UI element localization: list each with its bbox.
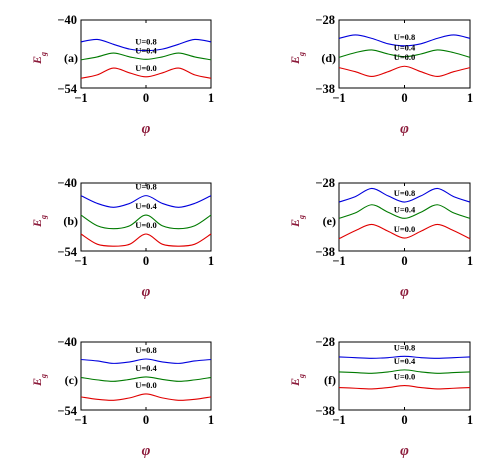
y-tick-label: −40 bbox=[57, 13, 77, 27]
panel-label: (b) bbox=[63, 214, 78, 228]
series-label: U=0.8 bbox=[135, 37, 157, 47]
x-tick-label: 0 bbox=[143, 413, 149, 427]
y-axis-label: Eg bbox=[30, 215, 48, 228]
series-label: U=0.4 bbox=[394, 43, 416, 53]
series-line bbox=[338, 369, 471, 374]
x-tick-label: 1 bbox=[208, 254, 214, 268]
x-tick-label: 0 bbox=[401, 254, 407, 268]
y-tick-label: −40 bbox=[57, 335, 77, 349]
series-line bbox=[80, 358, 212, 364]
y-tick-label: −54 bbox=[57, 404, 77, 418]
x-tick-label: −1 bbox=[332, 91, 345, 105]
chart-panel: −1 0 1 −28 −38 Eg φ (e) U=0.8 U=0.4 U=0.0 bbox=[288, 176, 473, 300]
chart-panel: −1 0 1 −40 −54 Eg φ (b) U=0.8 U=0.4 U=0.0 bbox=[30, 176, 214, 300]
y-tick-label: −28 bbox=[315, 335, 335, 349]
series-label: U=0.8 bbox=[394, 188, 416, 198]
panel-label: (c) bbox=[65, 373, 78, 387]
x-axis-label: φ bbox=[142, 284, 151, 300]
y-tick-label: −28 bbox=[315, 13, 335, 27]
x-tick-label: 1 bbox=[467, 254, 473, 268]
series-line bbox=[338, 34, 471, 47]
y-tick-label: −38 bbox=[315, 245, 335, 259]
chart-panel: −1 0 1 −40 −54 Eg φ (c) U=0.8 U=0.4 U=0.0 bbox=[30, 335, 214, 459]
x-tick-label: 1 bbox=[208, 91, 214, 105]
y-axis-label: Eg bbox=[288, 52, 306, 65]
x-axis-label: φ bbox=[142, 121, 151, 137]
y-tick-label: −54 bbox=[57, 245, 77, 259]
x-axis-label: φ bbox=[400, 443, 409, 459]
series-line bbox=[338, 384, 471, 390]
x-axis-label: φ bbox=[400, 121, 409, 137]
panel-label: (f) bbox=[324, 373, 336, 387]
y-axis-label: Eg bbox=[30, 374, 48, 387]
x-tick-label: −1 bbox=[74, 413, 87, 427]
chart-panel: −1 0 1 −40 −54 Eg φ (a) U=0.8U=0.4 U=0.0 bbox=[30, 13, 214, 137]
series-line bbox=[338, 65, 471, 77]
series-line bbox=[80, 67, 212, 79]
y-tick-label: −38 bbox=[315, 82, 335, 96]
series-label: U=0.0 bbox=[135, 220, 157, 230]
series-label: U=0.8 bbox=[394, 342, 416, 352]
x-tick-label: 1 bbox=[467, 413, 473, 427]
x-tick-label: 0 bbox=[143, 91, 149, 105]
series-line bbox=[338, 223, 471, 240]
x-axis-label: φ bbox=[400, 284, 409, 300]
series-label: U=0.4 bbox=[394, 204, 416, 214]
series-line bbox=[80, 38, 212, 52]
y-axis-label: Eg bbox=[288, 215, 306, 228]
series-label: U=0.0 bbox=[135, 380, 157, 390]
series-label: U=0.0 bbox=[135, 63, 157, 73]
series-line bbox=[80, 233, 212, 247]
series-line bbox=[80, 195, 212, 208]
x-tick-label: −1 bbox=[332, 254, 345, 268]
series-line bbox=[80, 214, 212, 230]
series-line bbox=[338, 49, 471, 58]
x-tick-label: 1 bbox=[467, 91, 473, 105]
y-tick-label: −28 bbox=[315, 176, 335, 190]
panel-label: (a) bbox=[64, 51, 78, 65]
x-tick-label: −1 bbox=[74, 254, 87, 268]
plot-frame bbox=[80, 182, 212, 252]
x-tick-label: 1 bbox=[208, 413, 214, 427]
series-line bbox=[80, 393, 212, 401]
series-label: U=0.0 bbox=[394, 52, 416, 62]
series-label: U=0.4 bbox=[135, 45, 157, 55]
x-tick-label: 0 bbox=[143, 254, 149, 268]
series-label: U=0.4 bbox=[135, 201, 157, 211]
y-tick-label: −40 bbox=[57, 176, 77, 190]
series-line bbox=[338, 187, 471, 203]
series-label: U=0.8 bbox=[135, 182, 157, 192]
y-tick-label: −54 bbox=[57, 82, 77, 96]
series-line bbox=[80, 376, 212, 382]
chart-panel: −1 0 1 −28 −38 Eg φ (f) U=0.8 U=0.4 U=0.0 bbox=[288, 335, 473, 459]
x-tick-label: −1 bbox=[332, 413, 345, 427]
series-line bbox=[80, 52, 212, 61]
series-label: U=0.4 bbox=[135, 363, 157, 373]
y-axis-label: Eg bbox=[288, 374, 306, 387]
panel-label: (e) bbox=[323, 214, 336, 228]
x-tick-label: 0 bbox=[401, 91, 407, 105]
x-tick-label: −1 bbox=[74, 91, 87, 105]
series-label: U=0.0 bbox=[394, 372, 416, 382]
x-axis-label: φ bbox=[142, 443, 151, 459]
y-axis-label: Eg bbox=[30, 52, 48, 65]
series-label: U=0.4 bbox=[394, 356, 416, 366]
series-line bbox=[338, 355, 471, 359]
panel-label: (d) bbox=[321, 51, 336, 65]
x-tick-label: 0 bbox=[401, 413, 407, 427]
y-tick-label: −38 bbox=[315, 404, 335, 418]
series-label: U=0.8 bbox=[394, 32, 416, 42]
series-label: U=0.8 bbox=[135, 345, 157, 355]
series-label: U=0.0 bbox=[394, 224, 416, 234]
series-line bbox=[338, 204, 471, 219]
chart-panel: −1 0 1 −28 −38 Eg φ (d) U=0.8U=0.4U=0.0 bbox=[288, 13, 473, 137]
